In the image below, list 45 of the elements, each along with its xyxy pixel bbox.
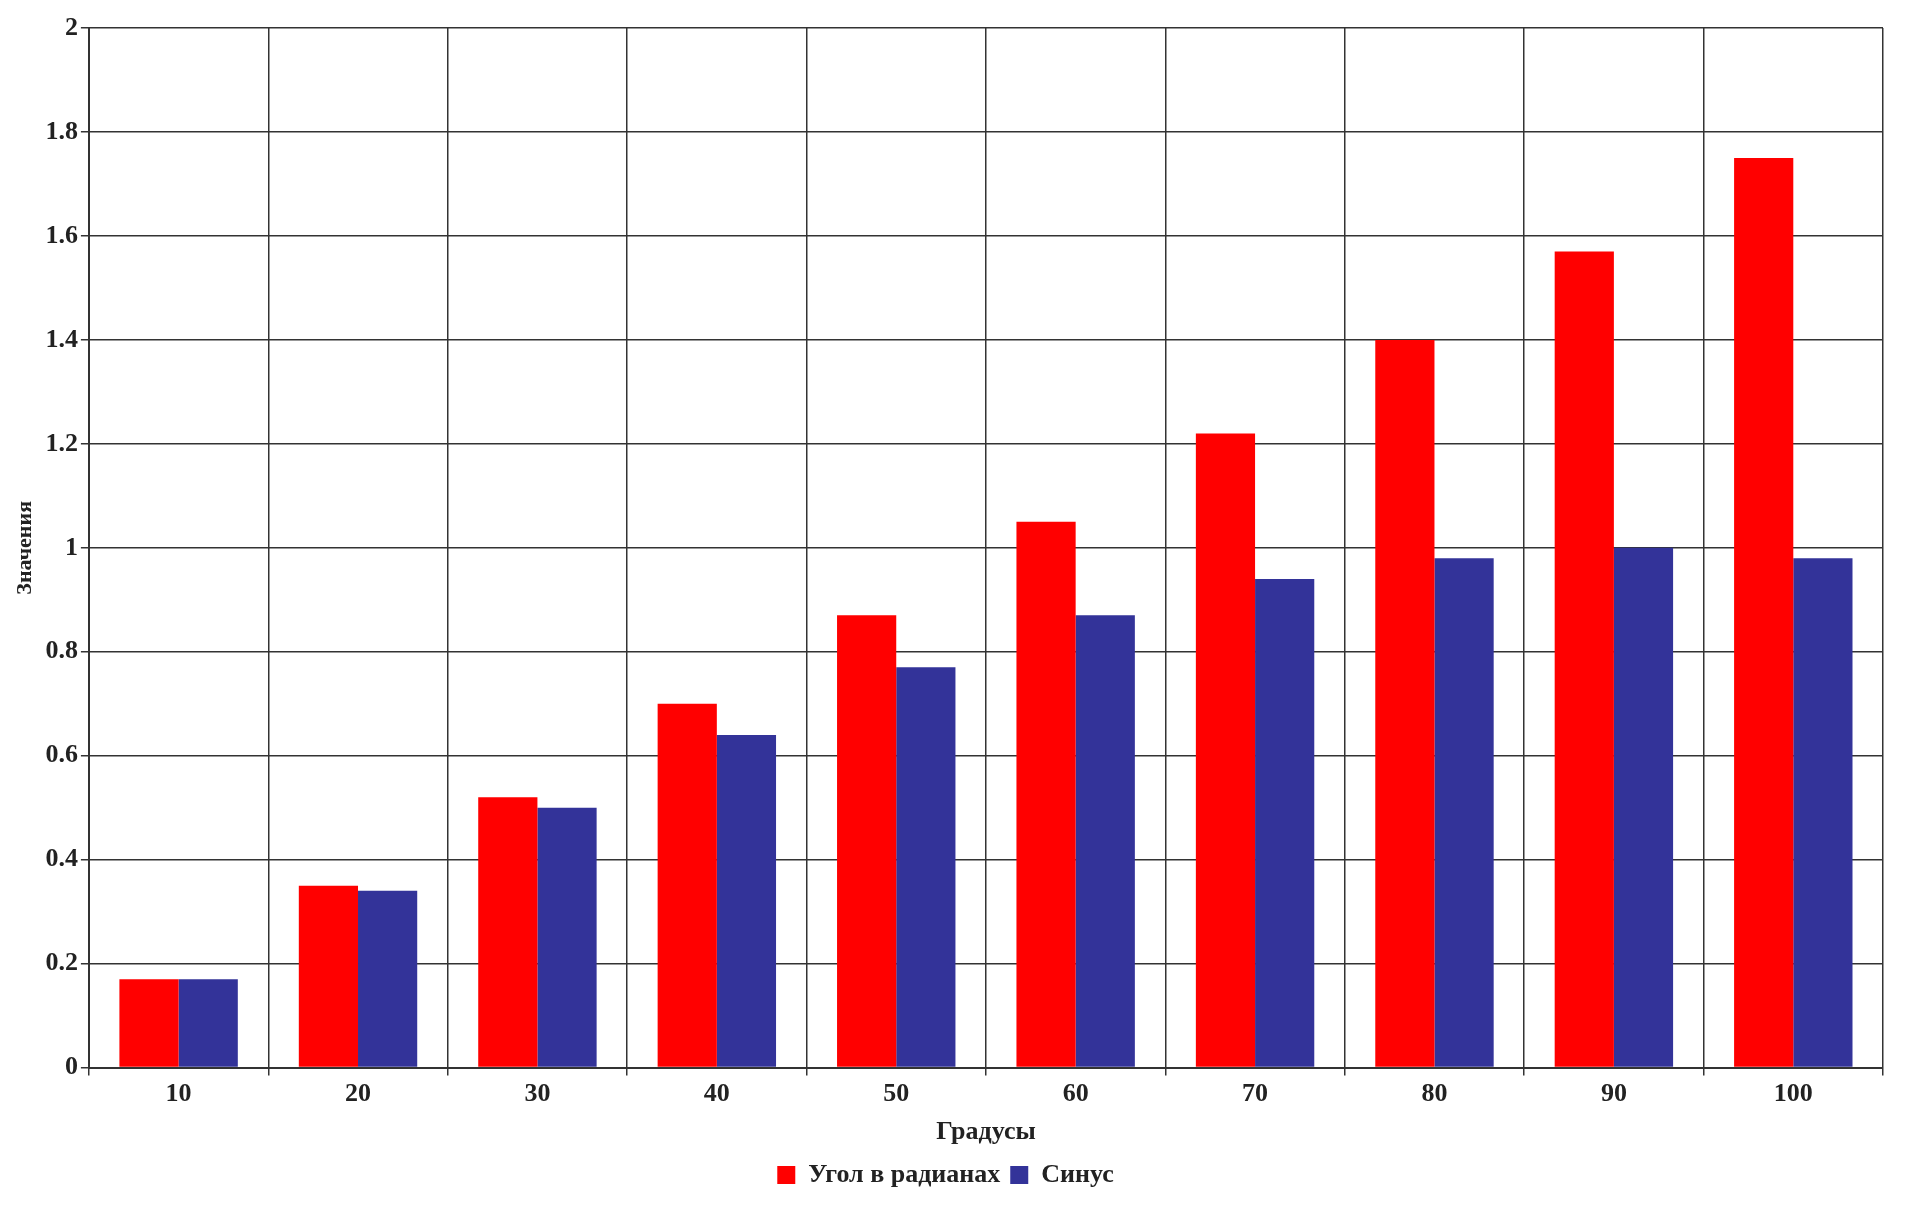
y-axis-title: Значения — [10, 500, 36, 595]
x-tick-label: 20 — [345, 1077, 372, 1107]
y-tick-label: 0.4 — [45, 843, 78, 873]
legend-label: Угол в радианах — [808, 1158, 1001, 1188]
x-tick-label: 30 — [524, 1077, 551, 1107]
bar — [657, 703, 717, 1067]
x-axis-title: Градусы — [936, 1116, 1036, 1146]
x-tick-label: 10 — [165, 1077, 192, 1107]
bar — [1255, 578, 1315, 1067]
y-tick-label: 0.6 — [45, 739, 78, 769]
bar — [837, 615, 897, 1067]
bar — [178, 979, 238, 1067]
bar — [1375, 339, 1435, 1067]
bar — [1195, 433, 1256, 1067]
y-tick-label: 1.8 — [45, 115, 78, 145]
x-tick-label: 70 — [1242, 1077, 1269, 1107]
y-tick-label: 0.8 — [45, 635, 78, 665]
bar — [1016, 521, 1076, 1067]
y-tick-label: 1.2 — [45, 427, 78, 457]
x-tick-label: 90 — [1600, 1077, 1627, 1107]
bar — [478, 797, 538, 1067]
y-tick-label: 1.6 — [45, 219, 78, 249]
y-tick-label: 1 — [64, 531, 78, 561]
bar — [716, 734, 777, 1067]
x-tick-label: 100 — [1773, 1077, 1813, 1107]
x-tick-label: 60 — [1062, 1077, 1089, 1107]
y-tick-label: 0 — [64, 1051, 78, 1081]
bar — [896, 667, 956, 1067]
x-tick-label: 80 — [1421, 1077, 1448, 1107]
y-tick-label: 1.4 — [45, 323, 78, 353]
legend-label: Синус — [1041, 1158, 1114, 1188]
bar — [1554, 251, 1614, 1067]
bar — [1793, 558, 1853, 1067]
bar — [537, 807, 597, 1067]
bar — [298, 885, 359, 1067]
bar — [1734, 157, 1794, 1067]
bar — [119, 979, 179, 1067]
x-tick-label: 50 — [883, 1077, 910, 1107]
bar — [1613, 547, 1674, 1067]
bar — [1075, 615, 1135, 1067]
y-tick-label: 0.2 — [45, 947, 78, 977]
bar — [1434, 558, 1494, 1067]
x-tick-label: 40 — [703, 1077, 730, 1107]
bar — [358, 890, 418, 1067]
y-tick-label: 2 — [64, 11, 78, 41]
